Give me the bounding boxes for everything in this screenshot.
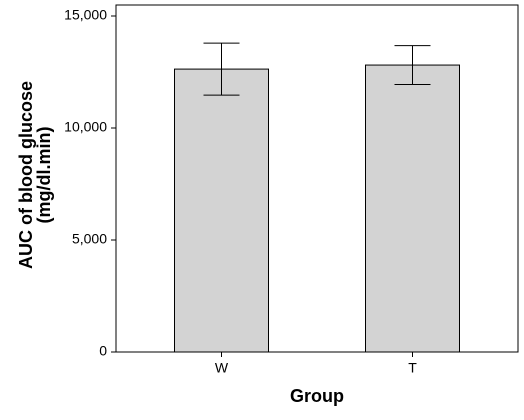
plot-frame	[115, 4, 519, 353]
y-tick-label: 15,000	[64, 7, 107, 23]
x-axis-title: Group	[290, 386, 344, 406]
y-axis-title: AUC of blood glucose	[16, 81, 36, 269]
y-tick-label: 5,000	[72, 231, 107, 247]
x-tick-label: W	[215, 360, 229, 376]
x-tick-label: T	[408, 360, 417, 376]
y-axis-title: (mg/dl.min)	[34, 127, 54, 224]
y-tick-label: 10,000	[64, 119, 107, 135]
bar	[365, 64, 460, 353]
bar	[174, 68, 269, 353]
y-tick-label: 0	[99, 343, 107, 359]
